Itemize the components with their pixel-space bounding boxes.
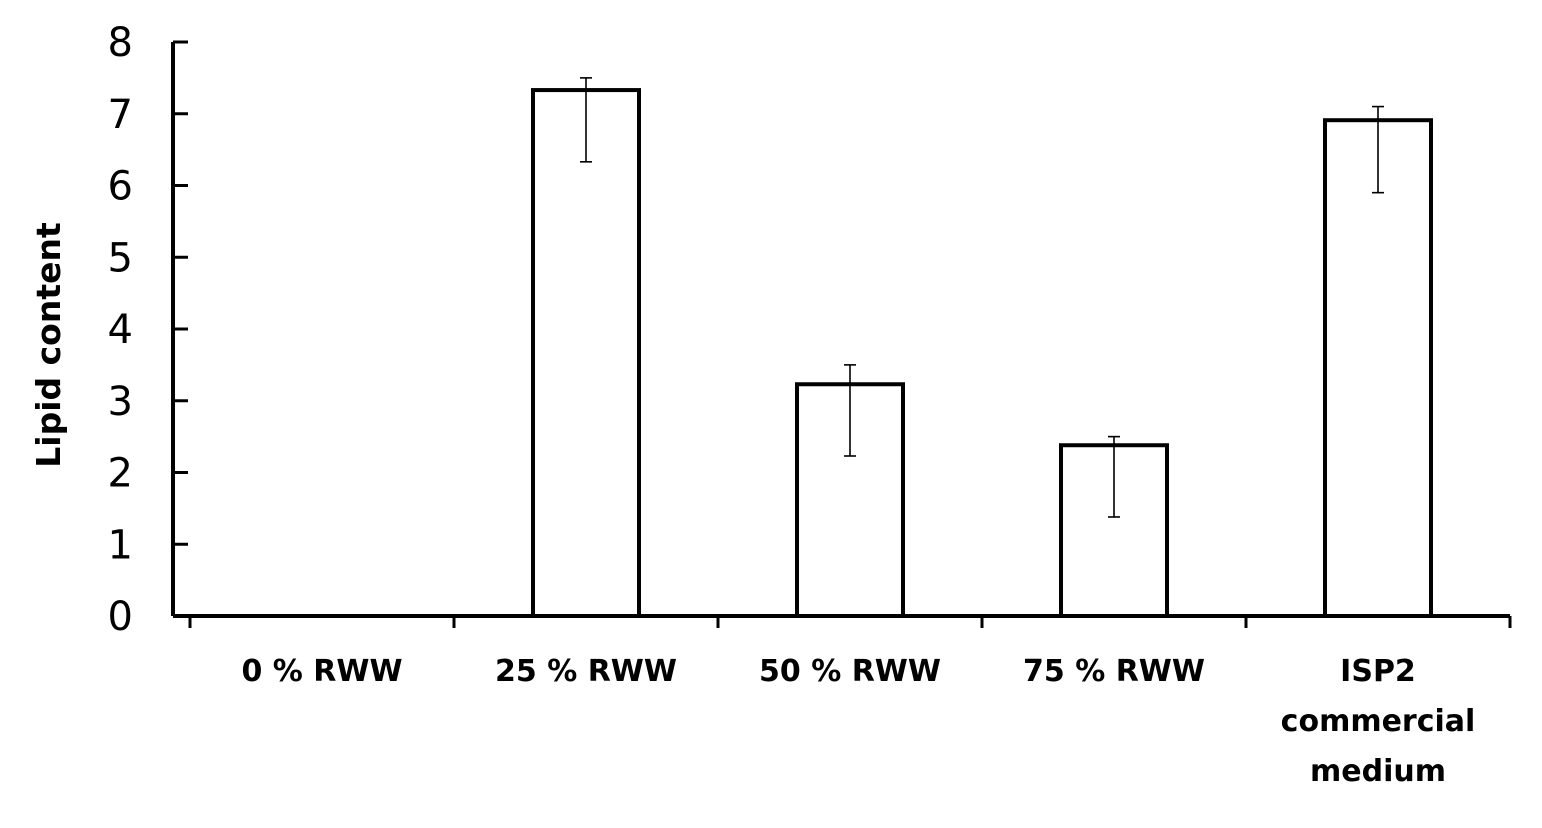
y-tick-label-2: 2 <box>108 451 133 497</box>
bar-4 <box>1323 118 1433 619</box>
y-tick-label-6: 6 <box>108 164 133 210</box>
y-tick-label-4: 4 <box>108 307 133 353</box>
y-tick-label-0: 0 <box>108 594 133 640</box>
bar-2 <box>795 382 905 618</box>
x-tick-label-2-line-0: 50 % RWW <box>759 654 941 689</box>
x-tick-label-4-line-1: commercial <box>1281 704 1476 739</box>
x-tick-label-1-line-0: 25 % RWW <box>495 654 677 689</box>
x-tick-label-3: 75 % RWW <box>1023 654 1205 689</box>
y-tick-label-7: 7 <box>108 92 133 138</box>
y-tick-label-3: 3 <box>108 379 133 425</box>
x-tick-label-0-line-0: 0 % RWW <box>241 654 402 689</box>
x-tick-label-2: 50 % RWW <box>759 654 941 689</box>
y-tick-label-8: 8 <box>108 20 133 66</box>
x-tick-label-4-line-0: ISP2 <box>1340 654 1416 689</box>
bar-1 <box>531 88 641 618</box>
x-tick-label-4: ISP2 commercial medium <box>1281 654 1476 789</box>
x-tick-label-3-line-0: 75 % RWW <box>1023 654 1205 689</box>
x-tick-label-4-line-2: medium <box>1310 754 1446 789</box>
y-tick-label-1: 1 <box>108 522 133 568</box>
x-tick-label-1: 25 % RWW <box>495 654 677 689</box>
y-tick-label-5: 5 <box>108 235 133 281</box>
y-axis-label: Lipid content <box>29 222 68 468</box>
x-tick-label-0: 0 % RWW <box>241 654 402 689</box>
plot-area: 0 1 2 3 4 5 6 7 8 0 % RWW 25 % RWW 50 % RWW 75 % RWW… <box>108 20 1512 789</box>
